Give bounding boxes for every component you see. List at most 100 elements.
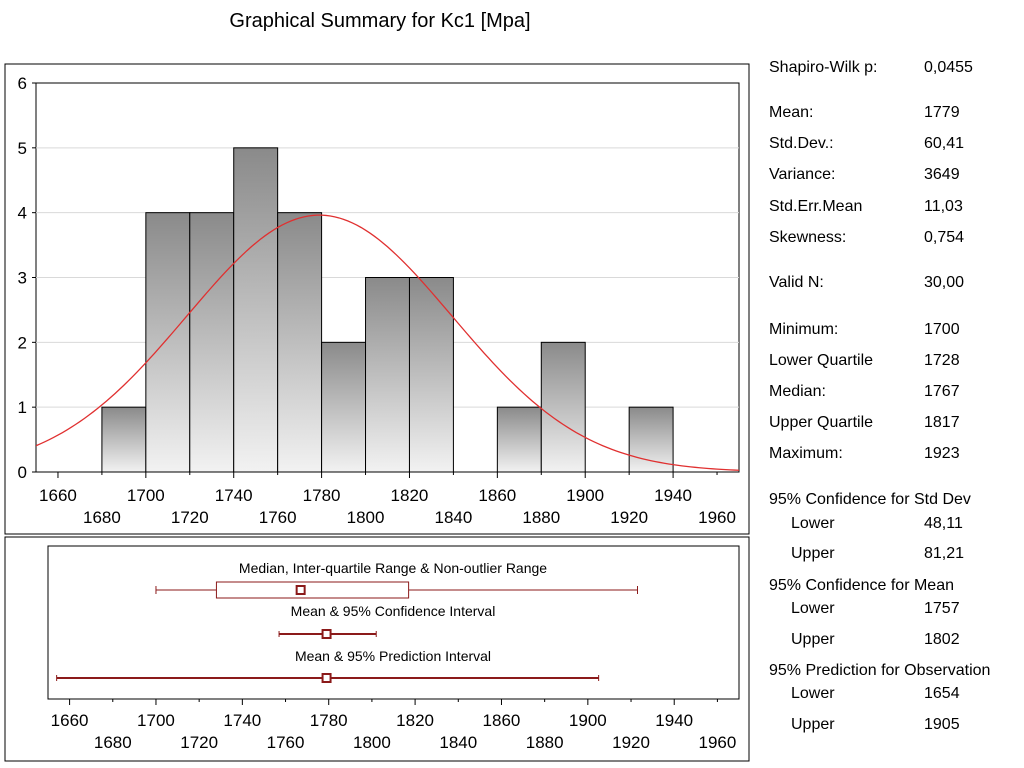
histogram-frame: [4, 63, 750, 535]
box-x-tick-label: 1860: [483, 711, 521, 730]
chart-title: Graphical Summary for Kc1 [Mpa]: [229, 10, 531, 32]
box-x-tick-label: 1960: [698, 733, 736, 752]
ci-mean-upper-value: 1802: [924, 631, 960, 648]
y-tick-label: 4: [18, 204, 27, 223]
stat-mean-label: Mean:: [769, 104, 814, 121]
stat-minimum-label: Minimum:: [769, 321, 839, 338]
y-tick-label: 0: [18, 463, 27, 482]
ci-mean-upper-label: Upper: [791, 631, 835, 648]
y-tick-label: 6: [18, 74, 27, 93]
x-tick-label: 1820: [391, 486, 429, 505]
stat-skewness-label: Skewness:: [769, 229, 847, 246]
stat-maximum-value: 1923: [924, 445, 960, 462]
stat-median-label: Median:: [769, 383, 826, 400]
stat-std-value: 60,41: [924, 135, 965, 152]
x-tick-label: 1720: [171, 508, 209, 527]
histogram-bar-1720: [189, 212, 235, 473]
y-tick-label: 3: [18, 269, 27, 288]
boxplot-frame: [4, 536, 750, 762]
chart-canvas: 0 1 2 3 4 5 6 1660 1700 1740 1780 1820 1860 1900 1940 1…: [4, 63, 750, 762]
x-tick-label: 1660: [39, 486, 77, 505]
x-tick-label: 1740: [215, 486, 253, 505]
stat-variance-label: Variance:: [769, 166, 836, 183]
stat-variance-value: 3649: [924, 166, 960, 183]
histogram-bar-1820: [408, 277, 454, 473]
ci-mean-marker: [321, 629, 332, 639]
box-x-tick-label: 1660: [51, 711, 89, 730]
histogram-bar-1780: [321, 341, 367, 473]
stat-maximum-label: Maximum:: [769, 445, 843, 462]
y-tick-label: 5: [18, 139, 27, 158]
ci-std-lower-label: Lower: [791, 515, 835, 532]
box-x-tick-label: 1940: [655, 711, 693, 730]
box-x-tick-label: 1920: [612, 733, 650, 752]
pred-heading: 95% Prediction for Observation: [769, 662, 991, 679]
x-tick-label: 1860: [478, 486, 516, 505]
x-tick-label: 1700: [127, 486, 165, 505]
y-tick-label: 1: [18, 398, 27, 417]
stat-shapiro-label: Shapiro-Wilk p:: [769, 59, 878, 76]
stat-sem-value: 11,03: [924, 198, 963, 215]
histogram-bar-1760: [277, 212, 323, 473]
box-x-tick-label: 1760: [267, 733, 305, 752]
box-x-tick-label: 1700: [137, 711, 175, 730]
ci-std-lower-value: 48,11: [924, 515, 963, 532]
normal-curve: [36, 214, 739, 471]
pi-label: Mean & 95% Prediction Interval: [295, 648, 491, 664]
stat-std-label: Std.Dev.:: [769, 135, 834, 152]
histogram-bar-1880: [540, 341, 586, 473]
x-tick-label: 1780: [303, 486, 341, 505]
box-x-tick-label: 1820: [396, 711, 434, 730]
median-marker: [295, 585, 306, 595]
x-tick-label: 1880: [522, 508, 560, 527]
box-x-tick-label: 1680: [94, 733, 132, 752]
stat-upper-quartile-label: Upper Quartile: [769, 414, 874, 431]
x-tick-label: 1940: [654, 486, 692, 505]
stat-median-value: 1767: [924, 383, 960, 400]
ci-mean-lower-label: Lower: [791, 600, 835, 617]
stat-lower-quartile-label: Lower Quartile: [769, 352, 874, 369]
x-tick-label: 1920: [610, 508, 648, 527]
x-tick-label: 1960: [698, 508, 736, 527]
stat-valid-n-value: 30,00: [924, 274, 965, 291]
pred-upper-label: Upper: [791, 716, 835, 733]
stat-valid-n-label: Valid N:: [769, 274, 824, 291]
pred-upper-value: 1905: [924, 716, 960, 733]
histogram-bar-1800: [365, 277, 410, 473]
stat-sem-label: Std.Err.Mean: [769, 198, 863, 215]
box-label: Median, Inter-quartile Range & Non-outli…: [239, 560, 547, 576]
pred-lower-value: 1654: [924, 685, 960, 702]
box-x-tick-label: 1880: [526, 733, 564, 752]
ci-mean-lower-value: 1757: [924, 600, 960, 617]
ci-mean-heading: 95% Confidence for Mean: [769, 577, 954, 594]
pred-lower-label: Lower: [791, 685, 835, 702]
y-tick-label: 2: [18, 333, 27, 352]
box-x-tick-label: 1740: [223, 711, 261, 730]
stat-upper-quartile-value: 1817: [924, 414, 960, 431]
histogram-bar-1680: [101, 406, 147, 473]
histogram-bar-1920: [628, 406, 674, 473]
boxplot-plot: Median, Inter-quartile Range & Non-outli…: [47, 545, 740, 752]
histogram-bar-1700: [145, 212, 191, 473]
histogram-bar-1740: [233, 147, 279, 473]
box-x-tick-label: 1900: [569, 711, 607, 730]
box-x-tick-label: 1720: [180, 733, 218, 752]
stat-skewness-value: 0,754: [924, 229, 965, 246]
x-tick-label: 1900: [566, 486, 604, 505]
stat-shapiro-value: 0,0455: [924, 59, 973, 76]
stat-mean-value: 1779: [924, 104, 960, 121]
stat-minimum-value: 1700: [924, 321, 960, 338]
iqr-box: [215, 581, 410, 599]
ci-std-heading: 95% Confidence for Std Dev: [769, 491, 971, 508]
x-tick-label: 1760: [259, 508, 297, 527]
box-x-tick-label: 1840: [439, 733, 477, 752]
x-tick-label: 1840: [434, 508, 472, 527]
stat-lower-quartile-value: 1728: [924, 352, 960, 369]
box-x-tick-label: 1780: [310, 711, 348, 730]
boxplot-area: [47, 545, 740, 700]
ci-std-upper-label: Upper: [791, 545, 835, 562]
histogram-bar-1860: [496, 406, 542, 473]
pi-mean-marker: [321, 673, 332, 683]
box-x-tick-label: 1800: [353, 733, 391, 752]
x-tick-label: 1680: [83, 508, 121, 527]
